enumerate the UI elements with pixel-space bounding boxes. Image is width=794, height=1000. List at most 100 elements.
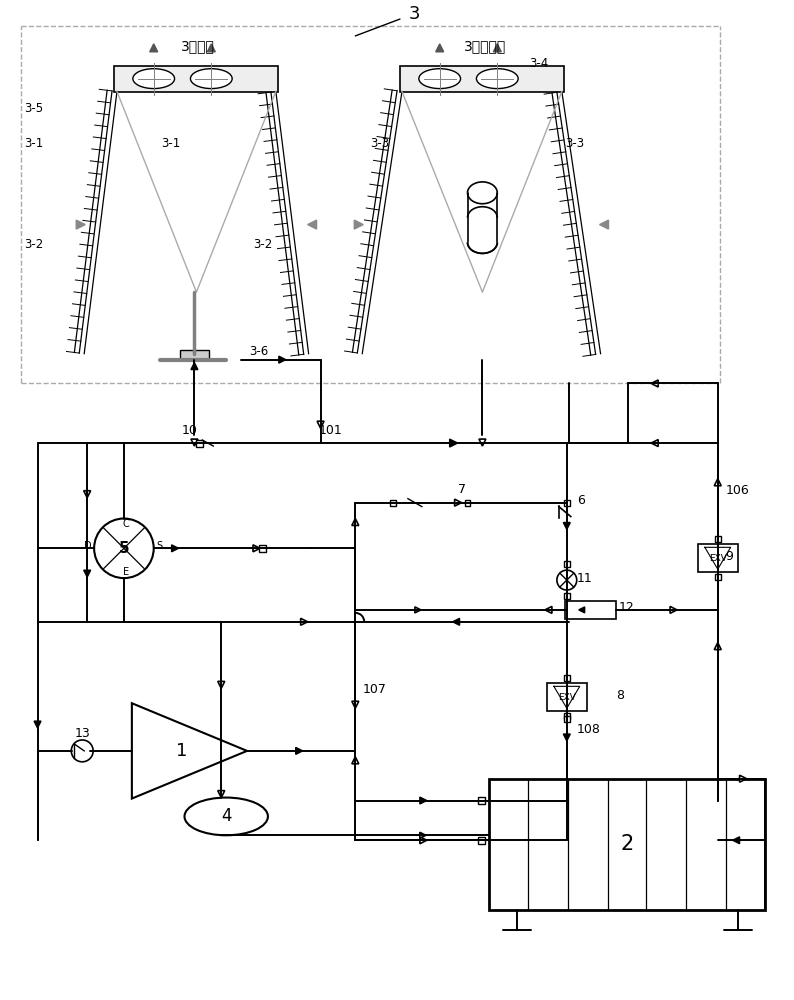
Text: 8: 8 [616,689,624,702]
Text: 5: 5 [118,541,129,556]
Text: 3: 3 [409,5,421,23]
Polygon shape [83,570,91,577]
Polygon shape [420,832,426,838]
Polygon shape [420,837,427,844]
Text: 12: 12 [619,601,634,614]
Polygon shape [218,791,225,798]
Text: 13: 13 [75,727,90,740]
Bar [464,500,471,506]
Ellipse shape [419,69,461,89]
Text: 10: 10 [182,424,198,437]
Circle shape [94,519,154,578]
Text: 3-3: 3-3 [370,137,389,150]
Text: 3-5: 3-5 [25,102,44,115]
Bar [715,536,721,542]
Text: 11: 11 [576,572,592,585]
Polygon shape [172,545,179,552]
Text: 108: 108 [576,723,600,736]
Bar [564,675,570,681]
Ellipse shape [476,69,518,89]
Polygon shape [279,356,286,363]
Polygon shape [563,522,570,529]
Bar [179,350,210,360]
Polygon shape [295,747,303,754]
Polygon shape [354,220,363,229]
Polygon shape [449,439,457,447]
Text: C: C [122,519,129,529]
Polygon shape [715,479,721,486]
Text: 4: 4 [221,807,232,825]
Bar [564,561,570,567]
Bar [564,500,570,506]
Bar [715,574,721,580]
Text: 107: 107 [362,683,386,696]
Polygon shape [420,797,427,804]
Bar [400,66,564,92]
Polygon shape [83,491,91,498]
Bar [564,716,570,722]
Bar [196,440,203,447]
Text: EXV: EXV [558,693,576,702]
Text: 9: 9 [726,550,734,563]
Polygon shape [132,703,247,799]
Polygon shape [479,439,486,446]
Polygon shape [733,837,739,844]
Polygon shape [352,701,359,708]
Text: 3分流头侧: 3分流头侧 [464,39,507,53]
Bar [489,779,765,910]
Ellipse shape [191,69,232,89]
Bar [564,713,570,719]
Bar [260,545,267,552]
Polygon shape [545,606,552,613]
Text: 6: 6 [576,494,584,507]
Ellipse shape [133,69,175,89]
Polygon shape [651,440,658,447]
Polygon shape [739,775,746,782]
Polygon shape [352,519,359,525]
Polygon shape [150,44,158,52]
Text: EXV: EXV [709,554,727,563]
Bar [565,601,616,619]
Circle shape [71,740,93,762]
Text: 3-2: 3-2 [25,238,44,251]
Polygon shape [651,380,658,387]
Text: 2: 2 [621,834,634,854]
Text: 3头管侧: 3头管侧 [180,39,214,53]
Polygon shape [436,44,444,52]
Polygon shape [563,734,570,741]
Text: 3-1: 3-1 [25,137,44,150]
Text: 3-3: 3-3 [565,137,584,150]
Bar [114,66,278,92]
Polygon shape [579,607,584,613]
Text: D: D [83,541,91,551]
Polygon shape [253,545,260,552]
Bar [390,500,396,506]
Text: S: S [156,541,163,551]
Polygon shape [715,643,721,650]
Polygon shape [455,499,461,506]
Polygon shape [352,757,359,764]
Polygon shape [76,220,85,229]
Polygon shape [301,618,307,625]
Ellipse shape [184,798,268,835]
Bar [564,593,570,599]
Text: 3-2: 3-2 [253,238,273,251]
Text: 3-1: 3-1 [162,137,181,150]
Text: 3-6: 3-6 [249,345,268,358]
Polygon shape [453,618,460,625]
Polygon shape [670,606,677,613]
Bar [478,837,485,844]
Polygon shape [218,681,225,688]
Polygon shape [191,439,198,446]
Polygon shape [34,721,41,728]
Text: 1: 1 [175,742,187,760]
Circle shape [557,570,576,590]
Text: 101: 101 [318,424,342,437]
Text: 3-4: 3-4 [529,57,549,70]
Polygon shape [317,421,324,428]
Polygon shape [207,44,215,52]
Text: E: E [123,567,129,577]
Polygon shape [307,220,317,229]
Text: 106: 106 [726,484,750,497]
Text: 7: 7 [457,483,465,496]
